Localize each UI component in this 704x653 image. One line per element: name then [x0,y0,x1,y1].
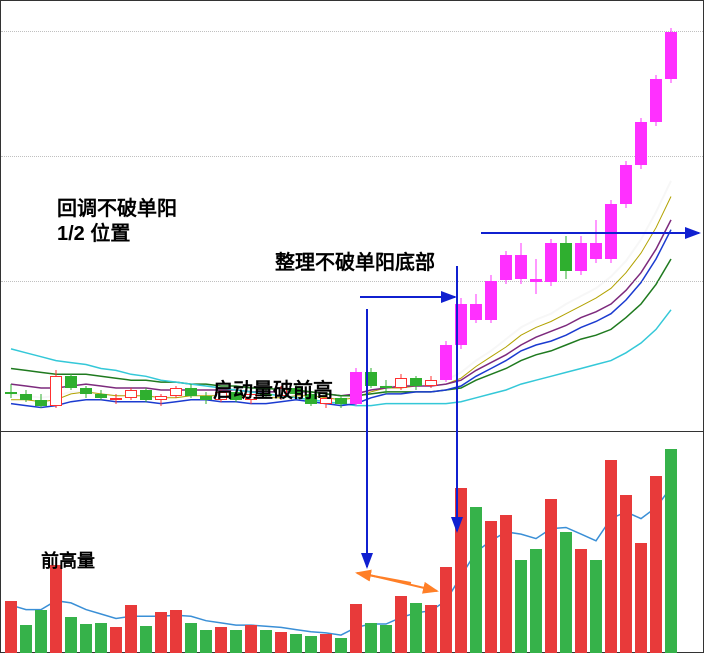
volume-bar [575,549,587,653]
candle [545,1,557,431]
volume-bar [455,488,467,653]
volume-bar [560,532,572,653]
candle [530,1,542,431]
volume-bar [665,449,677,653]
candle [20,1,32,431]
candle [365,1,377,431]
volume-bar [500,515,512,653]
candle [230,1,242,431]
candle [575,1,587,431]
candle [425,1,437,431]
volume-bar [350,604,362,653]
volume-bar [290,634,302,653]
candle [35,1,47,431]
volume-bar [125,605,137,653]
volume-bar [515,560,527,653]
candle [185,1,197,431]
vol-ma [11,488,671,636]
candle [410,1,422,431]
volume-bar [395,596,407,653]
volume-bar [140,626,152,653]
volume-bar [200,630,212,653]
candle [485,1,497,431]
volume-bar [65,617,77,653]
volume-bar [185,623,197,653]
volume-bar [590,560,602,653]
volume-bar [80,624,92,653]
candle [290,1,302,431]
candle [440,1,452,431]
volume-bar [650,476,662,653]
candle [665,1,677,431]
volume-bar [605,460,617,653]
candle [500,1,512,431]
candle [320,1,332,431]
volume-bar [365,623,377,653]
candle [380,1,392,431]
volume-bar [425,605,437,653]
volume-bar [5,601,17,653]
candle [650,1,662,431]
volume-panel [1,431,703,653]
candle [200,1,212,431]
volume-bar [545,499,557,653]
volume-bar [50,565,62,653]
lbl_prevhigh: 前高量 [41,550,95,573]
candle [275,1,287,431]
candle [395,1,407,431]
volume-bar [20,625,32,653]
volume-bar [275,632,287,653]
volume-bar [380,625,392,653]
volume-bar [440,567,452,653]
candle [560,1,572,431]
volume-bar [95,623,107,653]
volume-bar [155,612,167,653]
candle [245,1,257,431]
volume-bar [230,630,242,653]
lbl_breakout: 启动量破前高 [213,379,333,404]
candle [350,1,362,431]
volume-bar [110,627,122,653]
volume-bar [635,543,647,653]
candle [515,1,527,431]
volume-bar [620,495,632,653]
volume-bar [305,636,317,653]
volume-bar [320,634,332,653]
volume-bar [335,638,347,653]
volume-bar [35,610,47,653]
volume-bar [470,507,482,653]
candle [605,1,617,431]
volume-bar [485,521,497,653]
candle [305,1,317,431]
volume-bar [530,549,542,653]
candle [470,1,482,431]
volume-bar [245,625,257,653]
candle [620,1,632,431]
volume-bar [410,603,422,653]
volume-bar [260,630,272,653]
volume-bar [215,627,227,653]
candle [455,1,467,431]
volume-bar [170,610,182,653]
candle [635,1,647,431]
candle [335,1,347,431]
candle [215,1,227,431]
lbl_pullback: 回调不破单阳 1/2 位置 [57,197,177,247]
lbl_consolidate: 整理不破单阳底部 [275,251,435,276]
candle [5,1,17,431]
candle [590,1,602,431]
candle [260,1,272,431]
